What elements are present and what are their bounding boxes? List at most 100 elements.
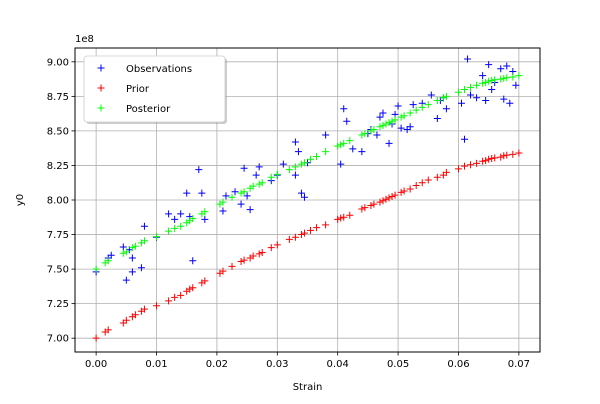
data-point — [267, 244, 275, 252]
data-point — [177, 210, 185, 218]
data-point — [503, 74, 511, 82]
data-point — [240, 164, 248, 172]
data-point — [294, 148, 302, 156]
data-point — [473, 81, 481, 89]
data-point — [279, 160, 287, 168]
data-point — [397, 113, 405, 121]
data-point — [406, 185, 414, 193]
data-point — [171, 224, 179, 232]
data-point — [252, 171, 260, 179]
data-point — [346, 211, 354, 219]
data-point — [388, 193, 396, 201]
data-point — [454, 88, 462, 96]
series-posterior — [92, 72, 523, 273]
data-point — [165, 297, 173, 305]
data-point — [195, 166, 203, 174]
data-point — [379, 197, 387, 205]
series-prior — [92, 149, 523, 342]
data-point — [291, 163, 299, 171]
data-point — [500, 95, 508, 103]
data-point — [297, 160, 305, 168]
data-point — [228, 193, 236, 201]
data-point — [457, 99, 465, 107]
data-point — [165, 227, 173, 235]
data-point — [273, 170, 281, 178]
x-axis: 0.00 0.01 0.02 0.03 0.04 0.05 0.06 0.07 — [85, 352, 530, 370]
y-tick-label: 7.75 — [47, 230, 69, 241]
data-point — [376, 123, 384, 131]
data-point — [222, 192, 230, 200]
data-point — [497, 153, 505, 161]
legend-label: Observations — [126, 64, 192, 75]
data-point — [433, 173, 441, 181]
data-point — [497, 65, 505, 73]
data-point — [503, 151, 511, 159]
data-point — [506, 99, 514, 107]
legend-label: Posterior — [126, 104, 171, 115]
data-point — [189, 215, 197, 223]
data-point — [464, 55, 472, 63]
data-point — [385, 194, 393, 202]
data-point — [361, 130, 369, 138]
x-tick-label: 0.06 — [447, 359, 469, 370]
y-axis: 7.00 7.25 7.50 7.75 8.00 8.25 8.50 8.75 9.00 — [47, 57, 75, 345]
data-point — [285, 235, 293, 243]
legend-marker — [97, 84, 105, 92]
data-point — [412, 106, 420, 114]
data-point — [379, 121, 387, 129]
data-point — [258, 249, 266, 257]
data-point — [509, 150, 517, 158]
data-point — [479, 157, 487, 165]
y-axis-label: y0 — [15, 194, 26, 206]
data-point — [131, 311, 139, 319]
data-point — [255, 250, 263, 258]
data-point — [300, 229, 308, 237]
data-point — [424, 176, 432, 184]
data-point — [237, 257, 245, 265]
data-point — [122, 316, 130, 324]
data-point — [137, 264, 145, 272]
data-point — [406, 123, 414, 131]
data-point — [340, 139, 348, 147]
data-point — [370, 200, 378, 208]
data-point — [361, 204, 369, 212]
data-point — [473, 159, 481, 167]
data-point — [491, 154, 499, 162]
data-point — [388, 117, 396, 125]
data-point — [461, 85, 469, 93]
data-point — [370, 126, 378, 134]
data-point — [412, 181, 420, 189]
data-point — [515, 149, 523, 157]
x-tick-label: 0.07 — [508, 359, 530, 370]
data-point — [246, 206, 254, 214]
x-tick-label: 0.02 — [206, 359, 228, 370]
data-point — [467, 161, 475, 169]
data-point — [249, 182, 257, 190]
plot-series — [92, 55, 523, 342]
data-point — [433, 97, 441, 105]
data-point — [373, 131, 381, 139]
data-point — [219, 198, 227, 206]
data-point — [249, 252, 257, 260]
data-point — [479, 79, 487, 87]
data-point — [515, 72, 523, 80]
data-point — [385, 139, 393, 147]
data-point — [376, 113, 384, 121]
data-point — [427, 91, 435, 99]
data-point — [439, 94, 447, 102]
data-point — [485, 77, 493, 85]
data-point — [467, 83, 475, 91]
data-point — [153, 302, 161, 310]
data-point — [107, 251, 115, 259]
data-point — [467, 91, 475, 99]
y-tick-label: 9.00 — [47, 57, 69, 68]
data-point — [358, 205, 366, 213]
data-point — [358, 148, 366, 156]
data-point — [297, 189, 305, 197]
data-point — [488, 76, 496, 84]
legend: Observations Prior Posterior — [83, 55, 227, 124]
x-axis-label: Strain — [293, 382, 323, 393]
data-point — [219, 207, 227, 215]
y-tick-label: 7.50 — [47, 265, 69, 276]
